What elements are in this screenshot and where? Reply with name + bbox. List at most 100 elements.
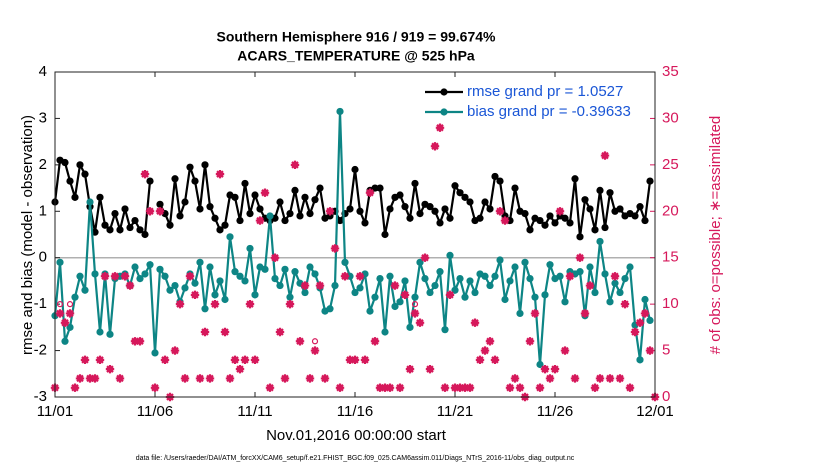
point [541,221,549,229]
point [60,318,70,327]
point [376,275,384,283]
point [246,210,254,218]
point [621,275,629,283]
y-tick-label: -2 [34,342,47,359]
point [416,210,424,218]
point [501,295,509,304]
point [461,193,469,201]
point [145,207,155,216]
point [410,309,420,318]
y-axis-label: rmse and bias (model - observation) [19,115,36,355]
point [601,223,609,232]
point [115,374,125,383]
legend-marker [440,88,448,96]
point [311,270,319,278]
point [401,203,409,211]
point [56,258,64,266]
point [376,184,384,192]
point [431,207,439,215]
point [275,327,285,337]
point [276,281,284,290]
point [506,277,514,285]
point [95,355,105,365]
point [436,268,444,276]
y-tick-label: 0 [39,249,47,266]
point [71,293,79,301]
point [166,286,174,294]
point [421,275,429,283]
point [560,346,570,355]
point [496,256,504,264]
x-tick-label: 11/06 [137,403,173,420]
point [396,298,404,306]
point [76,161,84,169]
point [521,258,529,266]
point [616,288,624,297]
point [171,175,179,183]
x-tick-label: 11/21 [437,403,473,420]
point [600,151,610,160]
point [620,299,630,309]
point [555,207,565,216]
point [636,356,644,364]
point [535,383,545,392]
point [285,299,295,309]
point [615,374,625,383]
point [605,374,615,383]
point [546,261,554,269]
point [570,374,580,383]
point [341,258,349,266]
point [361,219,369,227]
point [66,301,74,308]
point [585,281,595,290]
point [215,169,225,179]
point [536,216,544,225]
y-tick-label: 2 [39,156,47,173]
point [576,233,584,241]
point [96,193,104,201]
point [546,212,554,220]
point [226,233,234,241]
point [645,346,655,355]
point [240,355,250,365]
point [265,383,275,392]
point [121,205,129,213]
point [640,309,650,318]
point [511,263,519,271]
point [545,374,555,383]
point [241,179,249,188]
point [181,198,189,206]
point [391,302,399,311]
point [160,355,170,365]
point [191,177,199,185]
point [251,191,259,199]
point [606,298,614,306]
point [411,301,419,308]
point [220,327,230,337]
point [636,203,644,211]
point [111,210,119,218]
point [580,309,590,318]
point [526,275,534,283]
point [446,214,454,222]
point [591,226,599,234]
point [190,290,200,300]
y-tick-label: -1 [34,295,47,312]
point [116,226,124,234]
point [381,230,389,239]
point [396,191,404,199]
point [120,272,130,281]
point [180,374,190,383]
point [76,272,84,280]
point [380,383,390,392]
point [540,364,550,374]
point [71,193,79,201]
y-tick-label: -3 [34,388,47,405]
point [281,216,289,225]
point [521,210,529,218]
point [301,288,309,297]
point [411,179,419,188]
point [326,305,334,313]
point [65,309,75,318]
point [61,158,69,167]
